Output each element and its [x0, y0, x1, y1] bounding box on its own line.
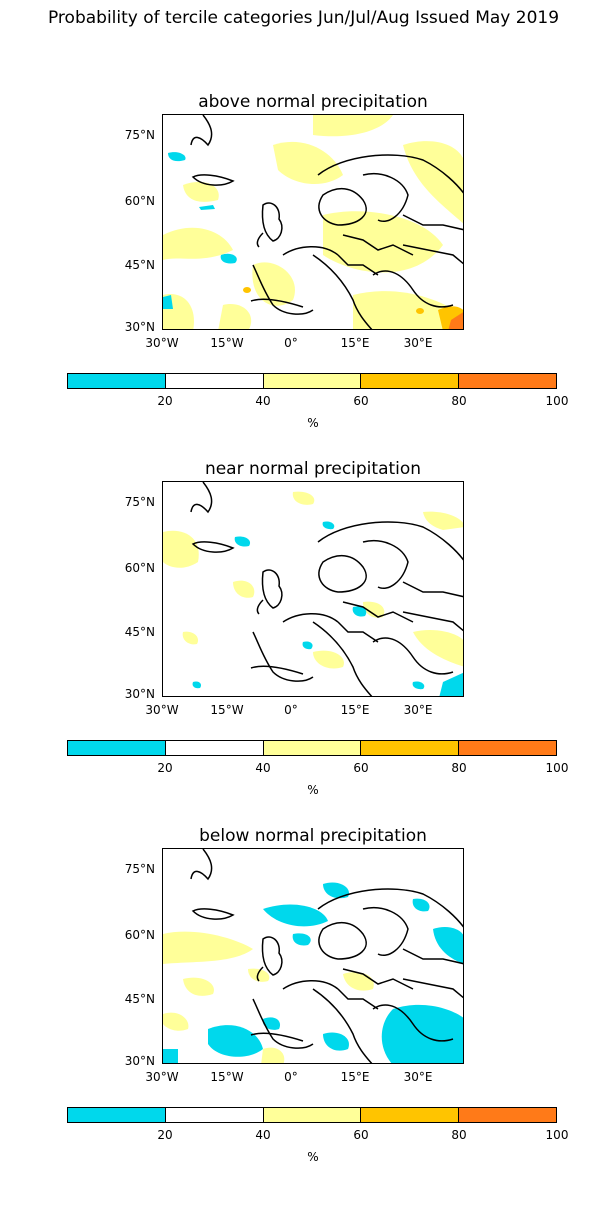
colorbar-unit: %	[307, 783, 319, 797]
lon-label-15w: 15°W	[210, 1070, 244, 1084]
lat-label-30n: 30°N	[124, 320, 155, 334]
lon-label-15w: 15°W	[210, 703, 244, 717]
colorbar-segment-80-100	[459, 1108, 556, 1122]
colorbar-tick-40: 40	[255, 394, 271, 408]
panel-near-normal: near normal precipitation	[0, 459, 607, 849]
panel-below-normal: below normal precipitation	[0, 826, 607, 1216]
colorbar-segment-40-60	[263, 1108, 362, 1122]
panel-title: below normal precipitation	[199, 826, 427, 846]
above-normal-cyan-fill	[163, 152, 237, 309]
colorbar-segment-0-20	[68, 741, 166, 755]
map-svg	[163, 849, 463, 1063]
lon-label-30e: 30°E	[403, 336, 433, 350]
colorbar-tick-40: 40	[255, 761, 271, 775]
near-normal-yellow-fill	[163, 491, 463, 669]
colorbar-segment-40-60	[263, 741, 362, 755]
coastlines	[190, 115, 463, 329]
lat-label-45n: 45°N	[124, 625, 155, 639]
colorbar-tick-60: 60	[353, 1128, 369, 1142]
colorbar-segment-80-100	[459, 374, 556, 388]
colorbar-tick-20: 20	[157, 394, 173, 408]
lon-label-30w: 30°W	[145, 336, 179, 350]
lat-label-60n: 60°N	[124, 928, 155, 942]
lon-label-0: 0°	[284, 1070, 298, 1084]
lon-label-30e: 30°E	[403, 703, 433, 717]
colorbar	[67, 1107, 557, 1123]
lat-label-60n: 60°N	[124, 194, 155, 208]
colorbar-segment-80-100	[459, 741, 556, 755]
colorbar	[67, 740, 557, 756]
colorbar-tick-60: 60	[353, 761, 369, 775]
colorbar-tick-20: 20	[157, 1128, 173, 1142]
lat-label-30n: 30°N	[124, 1054, 155, 1068]
lon-label-15e: 15°E	[340, 1070, 370, 1084]
coastlines	[190, 482, 463, 696]
colorbar-segment-60-80	[361, 374, 460, 388]
colorbar-tick-80: 80	[451, 394, 467, 408]
near-normal-cyan-fill	[192, 521, 463, 696]
colorbar-unit: %	[307, 416, 319, 430]
map-svg	[163, 482, 463, 696]
colorbar-tick-100: 100	[545, 394, 569, 408]
colorbar-segment-40-60	[263, 374, 362, 388]
lon-label-15e: 15°E	[340, 336, 370, 350]
lat-label-30n: 30°N	[124, 687, 155, 701]
colorbar	[67, 373, 557, 389]
lon-label-15w: 15°W	[210, 336, 244, 350]
lat-label-75n: 75°N	[124, 862, 155, 876]
lat-label-45n: 45°N	[124, 258, 155, 272]
figure-title: Probability of tercile categories Jun/Ju…	[47, 8, 560, 28]
above-normal-dark-orange-fill	[448, 312, 463, 329]
lon-label-30e: 30°E	[403, 1070, 433, 1084]
map-area	[162, 481, 464, 697]
map-area	[162, 848, 464, 1064]
colorbar-tick-60: 60	[353, 394, 369, 408]
lon-label-0: 0°	[284, 703, 298, 717]
lon-label-0: 0°	[284, 336, 298, 350]
colorbar-segment-60-80	[361, 741, 460, 755]
colorbar-tick-40: 40	[255, 1128, 271, 1142]
coastlines	[190, 849, 463, 1063]
colorbar-tick-20: 20	[157, 761, 173, 775]
lat-label-75n: 75°N	[124, 495, 155, 509]
lon-label-15e: 15°E	[340, 703, 370, 717]
colorbar-segment-20-40	[165, 1108, 264, 1122]
map-area	[162, 114, 464, 330]
panel-title: above normal precipitation	[198, 92, 428, 112]
colorbar-segment-20-40	[165, 741, 264, 755]
lat-label-75n: 75°N	[124, 128, 155, 142]
panel-above-normal: above normal precipitation	[0, 92, 607, 482]
lon-label-30w: 30°W	[145, 703, 179, 717]
colorbar-tick-80: 80	[451, 761, 467, 775]
lat-label-60n: 60°N	[124, 561, 155, 575]
map-svg	[163, 115, 463, 329]
colorbar-tick-100: 100	[545, 1128, 569, 1142]
colorbar-segment-60-80	[361, 1108, 460, 1122]
panel-title: near normal precipitation	[204, 459, 422, 479]
lat-label-45n: 45°N	[124, 992, 155, 1006]
colorbar-segment-20-40	[165, 374, 264, 388]
colorbar-unit: %	[307, 1150, 319, 1164]
colorbar-segment-0-20	[68, 1108, 166, 1122]
colorbar-tick-80: 80	[451, 1128, 467, 1142]
colorbar-tick-100: 100	[545, 761, 569, 775]
lon-label-30w: 30°W	[145, 1070, 179, 1084]
colorbar-segment-0-20	[68, 374, 166, 388]
